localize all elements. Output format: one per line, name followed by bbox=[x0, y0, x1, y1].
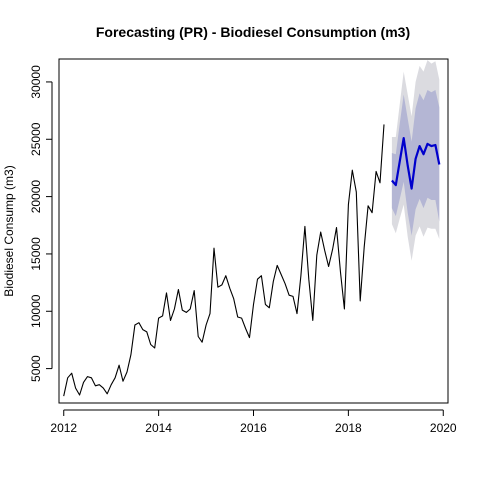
forecast-mean-line bbox=[391, 137, 441, 190]
y-tick-label: 10000 bbox=[29, 294, 43, 328]
y-tick-label: 5000 bbox=[29, 355, 43, 382]
y-tick-label: 15000 bbox=[29, 237, 43, 271]
axis-layer: 2012 2014 2016 2018 2020 5000 10000 15000 20000 2… bbox=[29, 65, 457, 435]
x-tick-label: 2012 bbox=[50, 421, 77, 435]
x-tick-label: 2016 bbox=[240, 421, 267, 435]
x-tick-label: 2014 bbox=[145, 421, 172, 435]
y-axis-label: Biodiesel Consump (m3) bbox=[2, 165, 16, 296]
y-tick-label: 30000 bbox=[29, 65, 43, 99]
x-tick-label: 2020 bbox=[430, 421, 457, 435]
y-tick-label: 25000 bbox=[29, 122, 43, 156]
x-tick-label: 2018 bbox=[335, 421, 362, 435]
chart-title: Forecasting (PR) - Biodiesel Consumption… bbox=[96, 24, 410, 40]
series-layer bbox=[63, 124, 441, 397]
plot-frame bbox=[58, 58, 449, 404]
y-tick-label: 20000 bbox=[29, 180, 43, 214]
history-series-line bbox=[63, 124, 385, 397]
